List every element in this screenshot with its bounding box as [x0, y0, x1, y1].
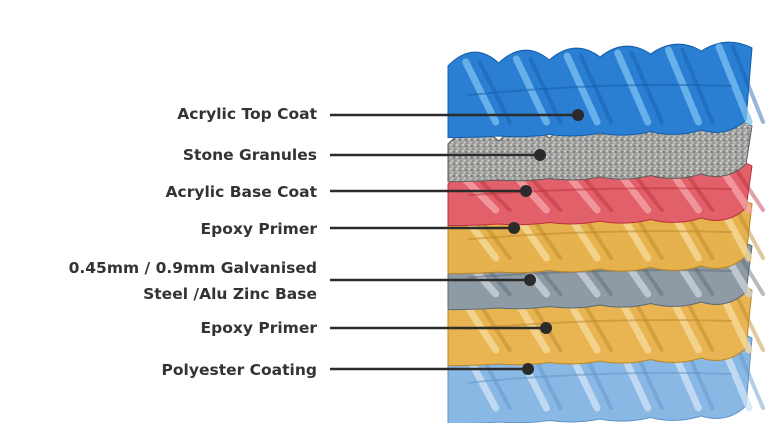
leader-dot-2	[534, 149, 546, 161]
tile-step-line	[467, 319, 733, 330]
label-steel-base-line2: Steel /Alu Zinc Base	[143, 285, 317, 303]
tile-ridge-highlight	[664, 46, 702, 126]
label-steel-base-line1: 0.45mm / 0.9mm Galvanised	[68, 259, 317, 277]
label-stone-granules: Stone Granules	[182, 146, 317, 164]
tile-ridge-highlight	[715, 43, 753, 126]
tile-ridge-shadow	[528, 175, 563, 212]
label-acrylic-top-coat: Acrylic Top Coat	[177, 105, 317, 123]
tile-step-line	[467, 187, 733, 197]
label-acrylic-base-coat: Acrylic Base Coat	[165, 183, 317, 201]
tile-ridge-shadow	[731, 287, 766, 352]
tile-step-line	[467, 83, 733, 97]
tile-ridge-highlight	[563, 52, 601, 126]
leader-dot-7	[522, 363, 534, 375]
leader-dot-5	[524, 274, 536, 286]
tile-ridge-shadow	[579, 172, 614, 212]
tile-ridge-highlight	[462, 58, 500, 126]
label-polyester-coating: Polyester Coating	[161, 361, 317, 379]
label-epoxy-primer-top: Epoxy Primer	[200, 220, 317, 238]
tile-step-line	[467, 230, 733, 241]
tile-ridge-shadow	[477, 178, 512, 212]
tile-ridge-shadow	[629, 51, 664, 124]
tile-step-line	[467, 269, 733, 279]
label-epoxy-primer-bottom: Epoxy Primer	[200, 319, 317, 337]
tile-step-line	[467, 371, 733, 384]
tile-ridge-shadow	[731, 163, 766, 212]
leader-dot-1	[572, 109, 584, 121]
tile-ridge-shadow	[731, 45, 766, 124]
tile-ridge-shadow	[528, 57, 563, 124]
leader-dot-3	[520, 185, 532, 197]
layer-1	[447, 41, 766, 139]
leader-dot-6	[540, 322, 552, 334]
tile-ridge-shadow	[579, 54, 614, 124]
tile-ridge-highlight	[614, 49, 652, 126]
leader-dot-4	[508, 222, 520, 234]
